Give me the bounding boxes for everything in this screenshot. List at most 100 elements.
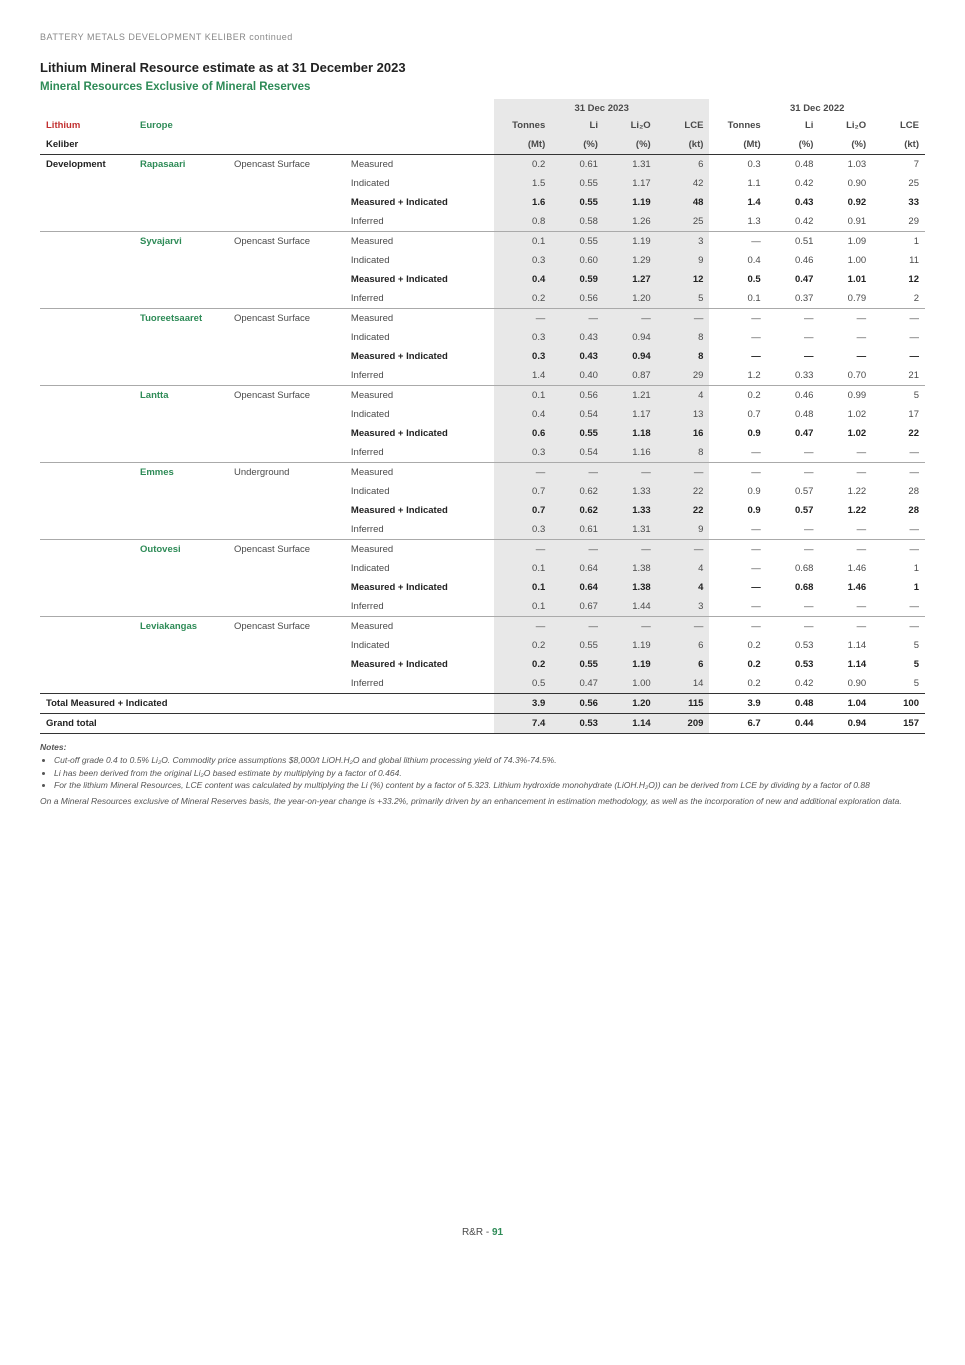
cell: 0.2 <box>709 674 766 694</box>
cell: — <box>872 463 925 483</box>
cell: — <box>494 540 551 560</box>
cell: — <box>551 463 604 483</box>
mining-method: Opencast Surface <box>228 386 345 406</box>
cell: — <box>551 309 604 329</box>
cell: 0.3 <box>494 251 551 270</box>
cell: — <box>872 520 925 540</box>
gt-o23: 1.14 <box>604 714 657 734</box>
deposit-name: Syvajarvi <box>134 232 228 252</box>
cell: 0.2 <box>709 655 766 674</box>
cell: 16 <box>657 424 710 443</box>
gt-l23: 209 <box>657 714 710 734</box>
gt-li22: 0.44 <box>767 714 820 734</box>
cell: 1.21 <box>604 386 657 406</box>
table-row: Measured + Indicated0.70.621.33220.90.57… <box>40 501 925 520</box>
cell: 0.42 <box>767 212 820 232</box>
category-label: Measured <box>345 155 494 175</box>
gt-o22: 0.94 <box>819 714 872 734</box>
cell: 4 <box>657 386 710 406</box>
cell: 1.29 <box>604 251 657 270</box>
mining-method: Opencast Surface <box>228 155 345 175</box>
cell: — <box>709 597 766 617</box>
cell: 8 <box>657 328 710 347</box>
cell: — <box>551 617 604 637</box>
cell: 1 <box>872 232 925 252</box>
cell: 0.56 <box>551 386 604 406</box>
cell: — <box>819 328 872 347</box>
cell: 22 <box>657 501 710 520</box>
cell: 0.37 <box>767 289 820 309</box>
cell: 0.5 <box>494 674 551 694</box>
cell: 0.9 <box>709 501 766 520</box>
cell: 0.42 <box>767 174 820 193</box>
cell: 0.42 <box>767 674 820 694</box>
cell: 1.33 <box>604 482 657 501</box>
cell: 9 <box>657 251 710 270</box>
table-row: Inferred0.10.671.443———— <box>40 597 925 617</box>
cell: — <box>657 309 710 329</box>
tmi-l23: 115 <box>657 694 710 714</box>
cell: — <box>657 540 710 560</box>
cell: 0.1 <box>494 386 551 406</box>
cell: 0.46 <box>767 386 820 406</box>
cell: 4 <box>657 559 710 578</box>
category-label: Measured <box>345 386 494 406</box>
cell: 0.55 <box>551 193 604 212</box>
table-row: EmmesUndergroundMeasured———————— <box>40 463 925 483</box>
cell: — <box>604 617 657 637</box>
col-keliber: Keliber <box>40 135 134 155</box>
cell: 1.44 <box>604 597 657 617</box>
cell: 3 <box>657 597 710 617</box>
cell: 28 <box>872 501 925 520</box>
cell: 0.9 <box>709 424 766 443</box>
cell: 1 <box>872 578 925 597</box>
cell: — <box>872 328 925 347</box>
u-mt-22: (Mt) <box>709 135 766 155</box>
cell: 0.7 <box>709 405 766 424</box>
cell: — <box>709 309 766 329</box>
table-row: Indicated0.10.641.384—0.681.461 <box>40 559 925 578</box>
cell: 0.60 <box>551 251 604 270</box>
cell: 0.3 <box>494 520 551 540</box>
table-row: DevelopmentRapasaariOpencast SurfaceMeas… <box>40 155 925 175</box>
cell: 33 <box>872 193 925 212</box>
u-pct-22b: (%) <box>819 135 872 155</box>
cell: 0.87 <box>604 366 657 386</box>
cell: 1.38 <box>604 559 657 578</box>
cell: 9 <box>657 520 710 540</box>
table-row: Indicated0.20.551.1960.20.531.145 <box>40 636 925 655</box>
u-pct-22a: (%) <box>767 135 820 155</box>
cell: — <box>709 617 766 637</box>
category-label: Indicated <box>345 174 494 193</box>
cell: 0.57 <box>767 482 820 501</box>
gt-li23: 0.53 <box>551 714 604 734</box>
cell: 6 <box>657 155 710 175</box>
u-pct-23b: (%) <box>604 135 657 155</box>
gt-l22: 157 <box>872 714 925 734</box>
category-label: Inferred <box>345 289 494 309</box>
cell: — <box>767 328 820 347</box>
deposit-name: Lantta <box>134 386 228 406</box>
section-header: BATTERY METALS DEVELOPMENT KELIBER conti… <box>40 32 925 42</box>
category-label: Indicated <box>345 405 494 424</box>
year-2022: 31 Dec 2022 <box>709 99 925 116</box>
cell: 25 <box>872 174 925 193</box>
note-para: On a Mineral Resources exclusive of Mine… <box>40 796 925 807</box>
cell: 8 <box>657 347 710 366</box>
cell: 5 <box>872 386 925 406</box>
page-footer: R&R - 91 <box>40 1227 925 1238</box>
cell: 0.1 <box>494 232 551 252</box>
cell: 1.46 <box>819 559 872 578</box>
cell: 1.19 <box>604 193 657 212</box>
cell: 2 <box>872 289 925 309</box>
cell: — <box>767 309 820 329</box>
cell: 0.67 <box>551 597 604 617</box>
cell: 12 <box>657 270 710 289</box>
cell: — <box>494 463 551 483</box>
cell: 0.46 <box>767 251 820 270</box>
cell: 13 <box>657 405 710 424</box>
cell: 1.17 <box>604 405 657 424</box>
col-lce-22: LCE <box>872 116 925 135</box>
table-row: Indicated1.50.551.17421.10.420.9025 <box>40 174 925 193</box>
cell: — <box>872 443 925 463</box>
